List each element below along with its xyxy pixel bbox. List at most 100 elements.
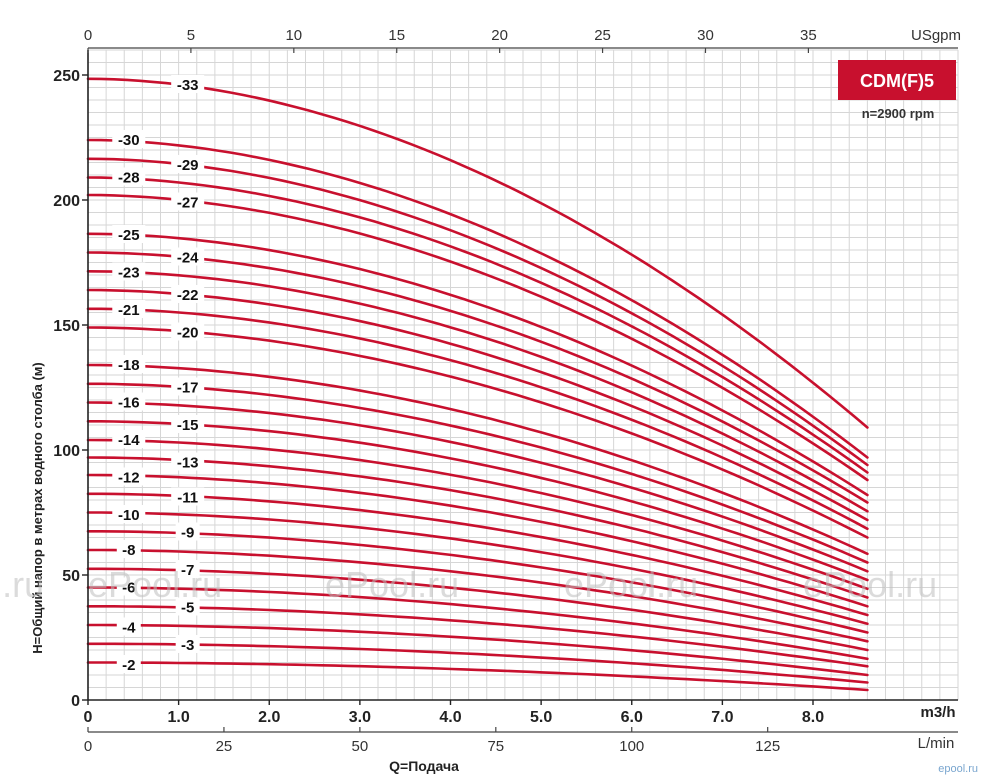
y-tick-label: 100 [53, 443, 80, 460]
performance-curve [86, 176, 869, 474]
curve-label-background [112, 467, 146, 486]
usgpm-tick-label: 25 [594, 27, 611, 44]
performance-curve [86, 511, 869, 626]
curve-label-background [175, 597, 200, 616]
performance-curve [86, 661, 869, 692]
curve-label-background [112, 167, 146, 186]
curve-label: -9 [181, 525, 194, 542]
curve-label-background [171, 155, 205, 173]
curve-label-background [171, 377, 205, 396]
curve-label: -11 [177, 490, 198, 507]
performance-curve [86, 269, 869, 513]
performance-curve [86, 251, 869, 504]
usgpm-tick-label: 5 [187, 27, 195, 44]
lmin-tick-label: 0 [84, 738, 92, 755]
m3h-tick-label: 6.0 [621, 709, 643, 726]
curve-label: -13 [177, 455, 199, 472]
usgpm-tick-label: 20 [491, 27, 508, 44]
watermark-text: ePool.ru [0, 564, 44, 605]
performance-curve [86, 307, 869, 531]
curve-label: -15 [177, 417, 199, 434]
curve-label-background [175, 635, 200, 653]
model-badge-background [838, 60, 956, 100]
y-tick-label: 0 [71, 693, 80, 710]
curve-label: -30 [118, 132, 140, 149]
curve-label-background [171, 285, 205, 303]
curve-label-background [116, 655, 141, 673]
y-axis-title: H=Общий напор в метрах водного столба (м… [30, 362, 45, 653]
curve-label: -8 [122, 542, 135, 559]
y-tick-label: 150 [53, 318, 80, 335]
m3h-tick-label: 4.0 [439, 709, 461, 726]
speed-label: n=2900 rpm [862, 106, 935, 121]
x-axis-title: Q=Подача [389, 758, 459, 774]
m3h-tick-label: 2.0 [258, 709, 280, 726]
curve-labels: -33 -30 -29 -28 -27 -25 -24 -23 -22 -21 -20 -18 -17 -… [112, 75, 205, 674]
curve-label: -29 [177, 157, 199, 174]
m3h-tick-label: 8.0 [802, 709, 824, 726]
curve-label-background [171, 452, 205, 471]
curve-label: -7 [181, 562, 194, 579]
lmin-tick-label: 75 [487, 738, 504, 755]
corner-watermark: epool.ru [938, 763, 978, 775]
curve-label-background [112, 430, 146, 448]
curve-label-background [171, 247, 205, 266]
lmin-tick-label: 100 [619, 738, 644, 755]
curve-label-background [116, 617, 141, 636]
performance-curve [86, 401, 869, 573]
curve-label-background [112, 300, 146, 318]
lmin-unit-label: L/min [918, 735, 955, 752]
usgpm-tick-label: 10 [285, 27, 302, 44]
curve-label-background [175, 560, 200, 578]
performance-curve [86, 157, 869, 467]
curve-label: -16 [118, 395, 140, 412]
curve-label: -10 [118, 507, 140, 524]
usgpm-tick-label: 35 [800, 27, 817, 44]
m3h-unit-label: m3/h [920, 704, 955, 721]
usgpm-tick-label: 0 [84, 27, 92, 44]
m3h-tick-label: 5.0 [530, 709, 552, 726]
performance-curve [86, 456, 869, 599]
performance-curve [86, 382, 869, 564]
performance-curve [86, 232, 869, 497]
curve-label-background [112, 262, 146, 281]
usgpm-tick-label: 15 [388, 27, 405, 44]
watermarks: ePool.ru ePool.ru ePool.ru ePool.ru ePoo… [0, 564, 937, 605]
curve-label: -6 [122, 580, 135, 597]
performance-curve [86, 363, 869, 556]
curve-label-background [171, 487, 205, 506]
curve-label-background [116, 540, 141, 558]
m3h-tick-label: 3.0 [349, 709, 371, 726]
watermark-text: ePool.ru [564, 564, 698, 605]
m3h-tick-label: 1.0 [168, 709, 190, 726]
performance-curve [86, 138, 869, 459]
performance-curve [86, 492, 869, 617]
chart-curves [86, 77, 869, 692]
curve-label-background [171, 75, 205, 93]
model-badge: CDM(F)5 n=2900 rpm [838, 60, 956, 121]
curve-label: -33 [177, 77, 199, 94]
performance-curve [86, 193, 869, 482]
curve-label: -17 [177, 380, 199, 397]
lmin-tick-label: 125 [755, 738, 780, 755]
curve-label: -5 [181, 600, 194, 617]
performance-curve [86, 623, 869, 677]
curve-label: -21 [118, 302, 140, 319]
performance-curve [86, 529, 869, 634]
curve-label-background [171, 415, 205, 433]
m3h-tick-label: 0 [84, 709, 93, 726]
curve-label: -27 [177, 195, 199, 212]
curve-label-background [112, 505, 146, 523]
curve-label-background [175, 522, 200, 541]
curve-label: -4 [122, 620, 136, 637]
curve-label: -14 [118, 432, 140, 449]
curve-label-background [171, 192, 205, 211]
curve-label-background [112, 130, 146, 148]
curve-label: -25 [118, 227, 140, 244]
performance-curve [86, 567, 869, 652]
curve-label: -3 [181, 637, 194, 654]
watermark-text: ePool.ru [325, 564, 459, 605]
performance-curve [86, 438, 869, 591]
